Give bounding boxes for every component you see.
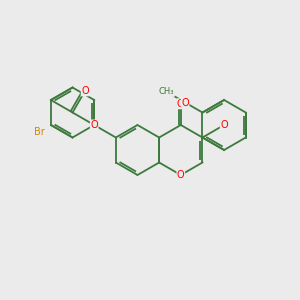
Text: O: O — [181, 98, 189, 107]
Text: O: O — [220, 120, 228, 130]
Text: O: O — [90, 120, 98, 130]
Text: O: O — [81, 86, 89, 96]
Text: O: O — [177, 170, 184, 180]
Text: CH₃: CH₃ — [159, 87, 175, 96]
Text: Br: Br — [34, 127, 44, 137]
Text: O: O — [177, 99, 184, 109]
